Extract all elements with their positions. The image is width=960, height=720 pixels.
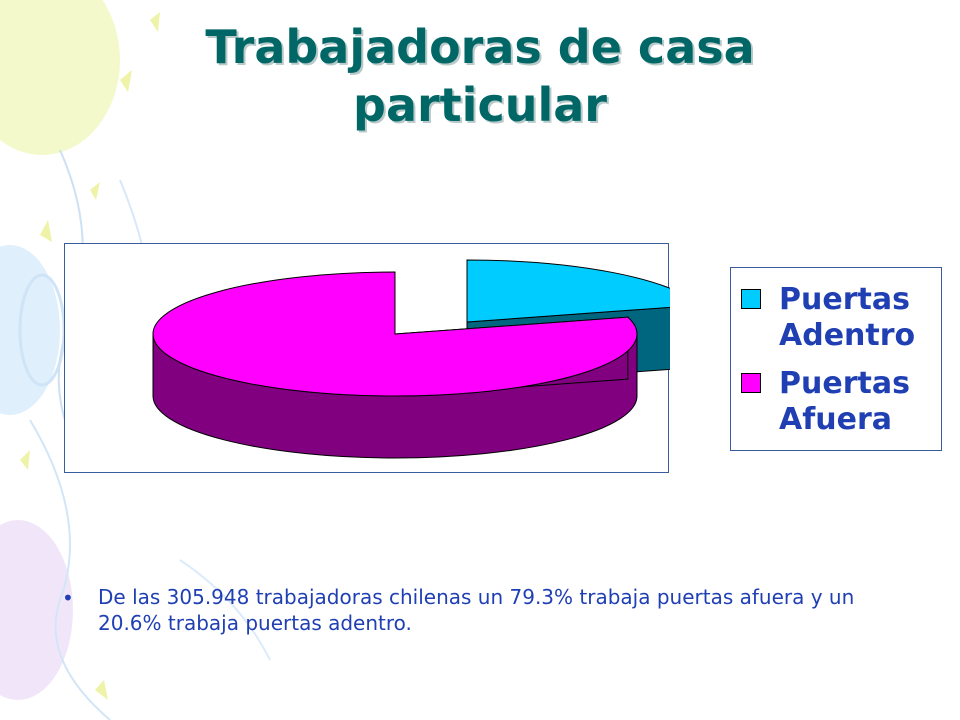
legend-label-puertas-afuera: Puertas Afuera — [779, 366, 910, 437]
pie-chart — [152, 259, 670, 459]
legend-label-puertas-adentro: Puertas Adentro — [779, 282, 916, 353]
bullet-dot-icon: • — [62, 586, 74, 610]
legend-swatch-puertas-adentro — [741, 289, 761, 309]
pie-slice-puertas-afuera — [152, 271, 638, 397]
bullet-text: De las 305.948 trabajadoras chilenas un … — [98, 585, 855, 635]
legend-swatch-puertas-afuera — [741, 373, 761, 393]
chart-plot-area — [64, 243, 670, 473]
chart-legend: Puertas Adentro Puertas Afuera — [730, 267, 942, 451]
pie-slice-puertas-adentro — [466, 259, 670, 323]
slide-title: Trabajadoras de casa particular — [205, 20, 755, 132]
